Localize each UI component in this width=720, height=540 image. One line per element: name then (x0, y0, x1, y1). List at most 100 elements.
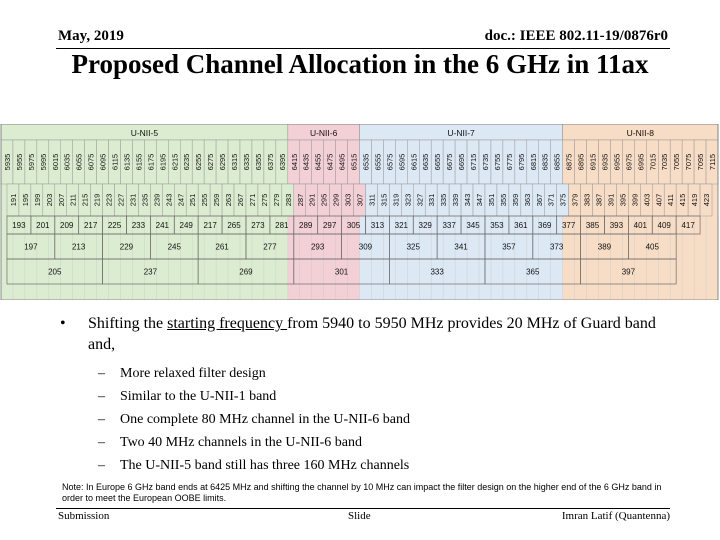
channel-20-label: 267 (236, 194, 245, 207)
frequency-label: 6795 (517, 154, 526, 171)
channel-20-label: 287 (296, 194, 305, 207)
channel-40-label: 361 (514, 221, 528, 230)
frequency-label: 6475 (326, 154, 335, 171)
frequency-label: 7095 (696, 154, 705, 171)
footer-author: Imran Latif (Quantenna) (561, 510, 670, 522)
channel-160-label: 365 (526, 268, 540, 277)
channel-80-label: 341 (454, 243, 468, 252)
frequency-label: 6595 (397, 154, 406, 171)
channel-20-label: 419 (690, 194, 699, 207)
channel-80-label: 389 (598, 243, 612, 252)
channel-20-label: 395 (618, 194, 627, 207)
chart-border (0, 124, 719, 300)
frequency-label: 6035 (63, 154, 72, 171)
channel-20-label: 403 (642, 194, 651, 207)
frequency-label: 6675 (445, 154, 454, 171)
channel-20-label: 331 (427, 194, 436, 207)
channel-20-label: 371 (547, 194, 556, 207)
band-label: U-NII-5 (131, 128, 159, 138)
channel-20-label: 255 (200, 194, 209, 207)
slide-title: Proposed Channel Allocation in the 6 GHz… (71, 49, 649, 79)
frequency-label: 6295 (218, 154, 227, 171)
channel-20-label: 355 (499, 194, 508, 207)
frequency-label: 6915 (589, 154, 598, 171)
frequency-label: 6255 (194, 154, 203, 171)
header-divider (56, 48, 670, 49)
frequency-label: 6855 (553, 154, 562, 171)
channel-160-label: 333 (430, 268, 444, 277)
channel-80-label: 213 (72, 243, 86, 252)
sub-bullet-list: – More relaxed filter design – Similar to … (98, 362, 410, 477)
sub-item: – Similar to the U-NII-1 band (98, 385, 410, 408)
channel-20-label: 315 (379, 194, 388, 207)
channel-20-label: 291 (308, 194, 317, 207)
channel-allocation-chart: U-NII-5 U-NII-6 U-NII-7 U-NII-8 5935 5955 5975… (0, 124, 719, 300)
channel-20-label: 251 (188, 194, 197, 207)
frequency-label: 6115 (111, 154, 120, 170)
sub-item-text: Two 40 MHz channels in the U-NII-6 band (120, 435, 363, 450)
channel-80-label: 325 (407, 243, 421, 252)
channel-40-label: 289 (299, 221, 313, 230)
bullet-text: Shifting the starting frequency from 594… (88, 313, 668, 355)
channel-20-label: 327 (415, 194, 424, 207)
frequency-label: 6215 (170, 154, 179, 171)
channel-20-label: 335 (439, 194, 448, 207)
channel-80-label: 309 (359, 243, 373, 252)
header-date: May, 2019 (58, 28, 124, 44)
frequency-label: 7115 (708, 154, 717, 170)
sub-item: – Two 40 MHz channels in the U-NII-6 band (98, 431, 410, 454)
frequency-label: 6455 (314, 154, 323, 171)
channel-40-label: 265 (227, 221, 241, 230)
channel-20-label: 215 (81, 194, 90, 207)
channel-20-label: 283 (284, 194, 293, 207)
frequency-label: 6815 (529, 154, 538, 171)
channel-20-label: 359 (511, 194, 520, 207)
frequency-label: 6535 (361, 154, 370, 171)
frequency-label: 5935 (3, 154, 12, 171)
channel-160-label: 301 (335, 268, 349, 277)
band-label: U-NII-7 (447, 128, 475, 138)
frequency-label: 6075 (87, 154, 96, 171)
channel-20-label: 415 (678, 194, 687, 207)
frequency-label: 6695 (457, 154, 466, 171)
frequency-label: 6635 (421, 154, 430, 171)
frequency-label: 6155 (134, 154, 143, 171)
channel-20-label: 375 (559, 194, 568, 207)
band-label: U-NII-6 (310, 128, 338, 138)
channel-20-label: 411 (666, 194, 675, 206)
channel-20-label: 211 (69, 194, 78, 206)
frequency-label: 7015 (648, 154, 657, 171)
channel-40-label: 345 (466, 221, 480, 230)
channel-40-label: 377 (562, 221, 576, 230)
channel-20-label: 343 (463, 194, 472, 207)
channel-40-label: 217 (84, 221, 98, 230)
frequency-label: 6615 (409, 154, 418, 171)
frequency-label: 6055 (75, 154, 84, 171)
sub-item: – The U-NII-5 band still has three 160 MH… (98, 454, 410, 477)
channel-20-label: 311 (367, 194, 376, 206)
channel-40-label: 201 (36, 221, 50, 230)
channel-20-label: 263 (224, 194, 233, 207)
channel-40-label: 313 (371, 221, 385, 230)
footer-divider (56, 508, 670, 509)
channel-40-label: 409 (658, 221, 672, 230)
footnote: Note: In Europe 6 GHz band ends at 6425 … (62, 482, 662, 503)
channel-20-label: 299 (332, 194, 341, 207)
channel-20-label: 347 (475, 194, 484, 207)
frequency-label: 6175 (146, 154, 155, 171)
frequency-label: 6375 (266, 154, 275, 171)
channel-80-label: 229 (120, 243, 134, 252)
frequency-label: 5995 (39, 154, 48, 171)
channel-20-label: 243 (164, 194, 173, 207)
channel-40-label: 241 (156, 221, 170, 230)
channel-40-label: 417 (681, 221, 695, 230)
channel-20-label: 423 (702, 194, 711, 207)
channel-20-label: 351 (487, 194, 496, 207)
sub-item-text: The U-NII-5 band still has three 160 MHz… (120, 458, 410, 473)
channel-20-label: 307 (356, 194, 365, 207)
frequency-label: 6515 (350, 154, 359, 171)
sub-item: – One complete 80 MHz channel in the U-NI… (98, 408, 410, 431)
frequency-label: 6195 (158, 154, 167, 171)
channel-20-label: 227 (117, 194, 126, 207)
dash-marker: – (98, 412, 105, 427)
